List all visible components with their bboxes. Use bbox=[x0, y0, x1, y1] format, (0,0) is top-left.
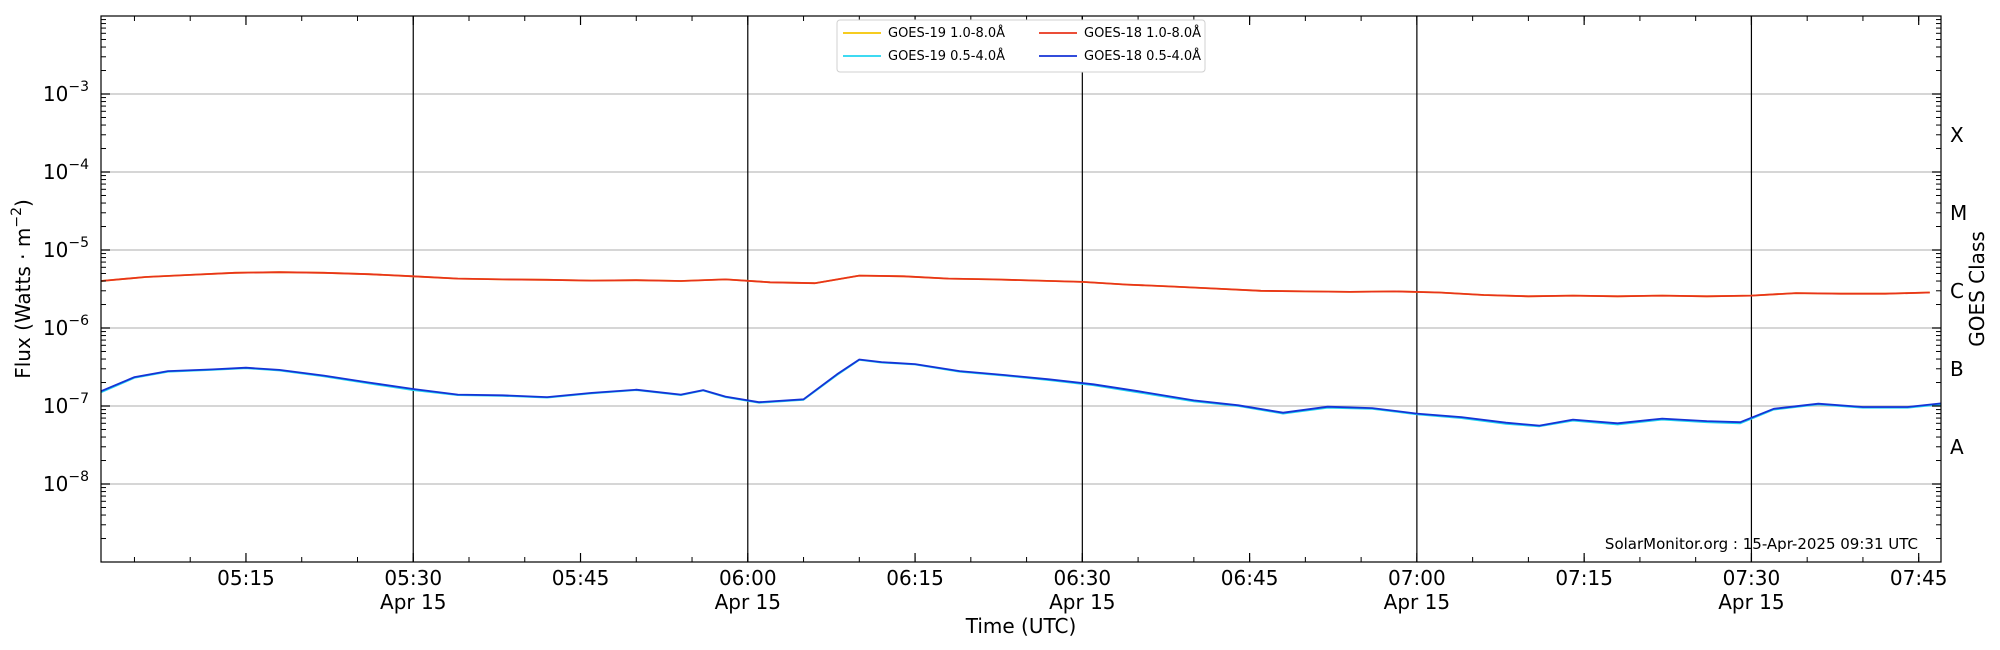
series-layer bbox=[100, 271, 1942, 428]
y-tick-label: 10−5 bbox=[43, 235, 89, 262]
legend-frame bbox=[836, 19, 1206, 73]
goes-class-label: C bbox=[1950, 279, 1964, 303]
series-line-1 bbox=[100, 271, 1930, 298]
x-tick-label: 05:45 bbox=[552, 566, 610, 590]
series-line-0 bbox=[100, 271, 1930, 298]
x-tick-label: 06:45 bbox=[1221, 566, 1279, 590]
y2-axis-title: GOES Class bbox=[1965, 231, 1989, 347]
x-tick-label: 06:15 bbox=[886, 566, 944, 590]
y-axis-ticks: 10−8 10−7 10−6 10−5 10−4 10−3 bbox=[43, 19, 1941, 540]
x-tick-date-label: Apr 15 bbox=[715, 590, 781, 614]
y-tick-label: 10−3 bbox=[43, 79, 89, 106]
x-axis-title: Time (UTC) bbox=[965, 614, 1077, 638]
series-line-3 bbox=[100, 358, 1942, 427]
x-tick-label: 05:15 bbox=[217, 566, 275, 590]
y-tick-label: 10−7 bbox=[43, 391, 89, 418]
legend-label: GOES-19 1.0-8.0Å bbox=[888, 25, 1005, 41]
x-tick-label: 07:15 bbox=[1555, 566, 1613, 590]
y-axis-title: Flux (Watts · m−2) bbox=[9, 199, 35, 379]
goes-class-label: A bbox=[1950, 435, 1964, 459]
goes-class-label: B bbox=[1950, 357, 1964, 381]
goes-class-label: X bbox=[1950, 123, 1964, 147]
x-tick-label: 07:45 bbox=[1890, 566, 1948, 590]
y-tick-label: 10−4 bbox=[43, 157, 89, 184]
x-tick-date-label: Apr 15 bbox=[380, 590, 446, 614]
grid-layer bbox=[101, 93, 1941, 485]
credit-text: SolarMonitor.org : 15-Apr-2025 09:31 UTC bbox=[1605, 535, 1918, 553]
x-tick-date-label: Apr 15 bbox=[1718, 590, 1784, 614]
legend-label: GOES-18 0.5-4.0Å bbox=[1084, 48, 1201, 64]
vertical-marker-layer bbox=[412, 16, 1753, 562]
series-line-2 bbox=[100, 358, 1942, 428]
x-tick-date-label: Apr 15 bbox=[1384, 590, 1450, 614]
plot-frame bbox=[100, 15, 1942, 563]
x-tick-label: 06:30 bbox=[1054, 566, 1112, 590]
y-tick-label: 10−8 bbox=[43, 469, 89, 496]
x-tick-label: 07:30 bbox=[1723, 566, 1781, 590]
legend-label: GOES-18 1.0-8.0Å bbox=[1084, 25, 1201, 41]
x-tick-date-label: Apr 15 bbox=[1049, 590, 1115, 614]
legend: GOES-19 1.0-8.0Å GOES-19 0.5-4.0Å GOES-18 … bbox=[836, 19, 1206, 73]
x-tick-label: 05:30 bbox=[384, 566, 442, 590]
legend-label: GOES-19 0.5-4.0Å bbox=[888, 48, 1005, 64]
goes-class-labels: A B C M X bbox=[1950, 123, 1967, 459]
goes-class-label: M bbox=[1950, 201, 1967, 225]
x-tick-label: 06:00 bbox=[719, 566, 777, 590]
y-tick-label: 10−6 bbox=[43, 313, 89, 340]
x-tick-label: 07:00 bbox=[1388, 566, 1446, 590]
